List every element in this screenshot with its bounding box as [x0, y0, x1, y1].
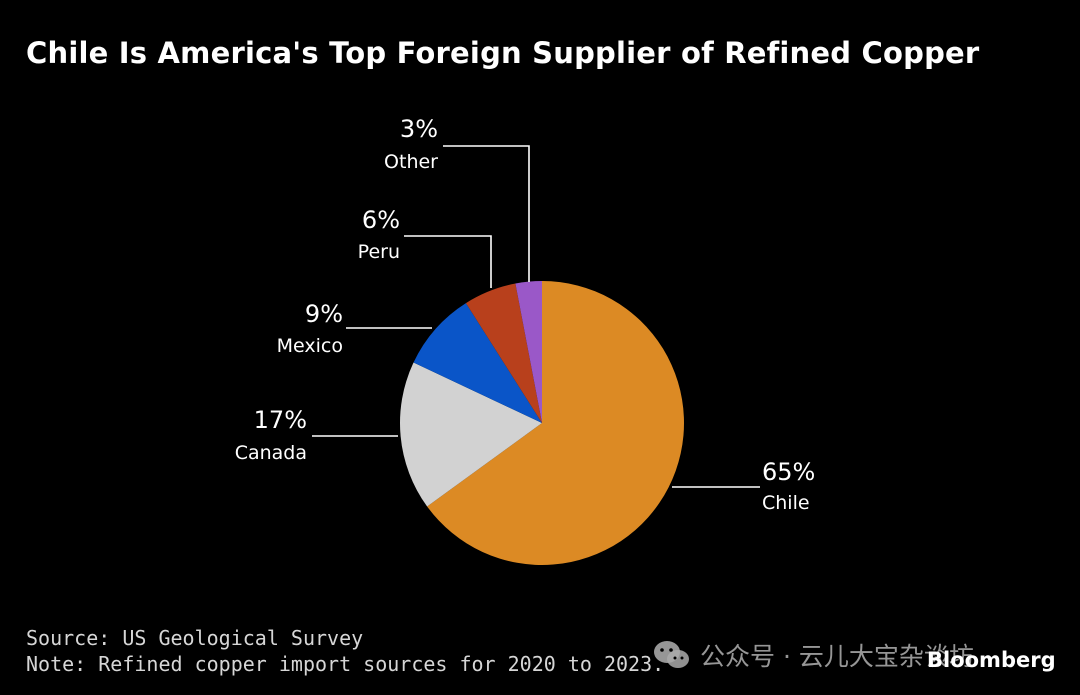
wechat-icon [654, 641, 689, 668]
bloomberg-logo: Bloomberg [927, 648, 1056, 672]
category-label-peru: Peru [358, 241, 400, 263]
pie-slice-canada [400, 362, 542, 507]
slice-labels: 65% Chile 17% Canada 9% Mexico 6% Peru 3% Other [235, 115, 816, 514]
pie-slice-peru [465, 283, 542, 423]
watermark-text: 公众号 · 云儿大宝杂谈坊 [700, 642, 974, 671]
pct-label-chile: 65% [762, 458, 815, 486]
leader-line-other [443, 145, 530, 282]
category-label-canada: Canada [235, 442, 307, 464]
pie-slice-other [515, 281, 542, 423]
pct-label-other: 3% [400, 115, 438, 143]
watermark: 公众号 · 云儿大宝杂谈坊 [652, 637, 974, 673]
leader-line-peru [404, 235, 492, 288]
category-label-mexico: Mexico [277, 335, 343, 357]
category-label-other: Other [384, 151, 438, 173]
pie-slices [400, 281, 684, 565]
pct-label-peru: 6% [362, 206, 400, 234]
leader-lines [312, 145, 760, 488]
chart-title: Chile Is America's Top Foreign Supplier … [26, 36, 980, 70]
footnote: Note: Refined copper import sources for … [26, 652, 665, 676]
source-note: Source: US Geological Survey [26, 626, 364, 650]
pie-slice-mexico [413, 303, 542, 423]
pie-slice-chile [427, 281, 684, 565]
pct-label-mexico: 9% [305, 300, 343, 328]
pct-label-canada: 17% [254, 406, 307, 434]
category-label-chile: Chile [762, 492, 810, 514]
